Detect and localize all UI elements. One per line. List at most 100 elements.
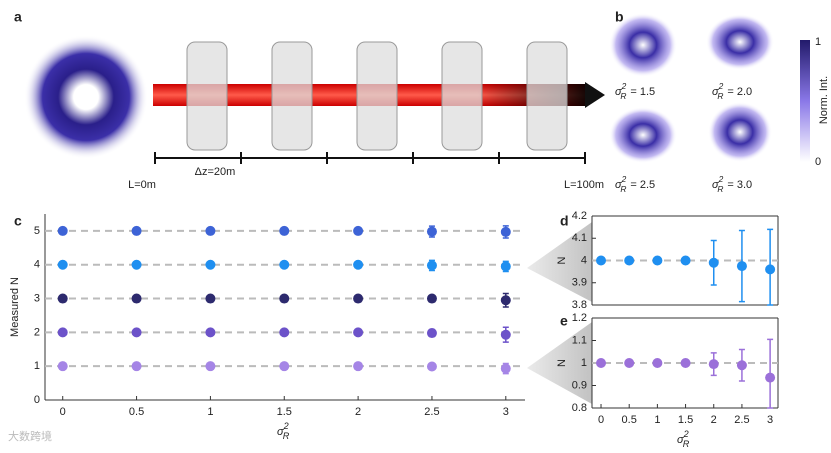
data-point: [765, 264, 776, 275]
y-tick-label: 1: [34, 360, 40, 372]
data-point: [353, 293, 364, 304]
x-tick-label: 0: [598, 414, 604, 426]
data-point: [426, 361, 437, 372]
symbol: σ: [677, 434, 684, 446]
symbol: σ: [712, 179, 719, 191]
panel-label: d: [560, 213, 569, 229]
value: = 2.5: [630, 179, 655, 191]
data-point: [652, 255, 663, 266]
y-tick-label: 4.2: [572, 210, 587, 222]
value: = 3.0: [727, 179, 752, 191]
intensity-map: [609, 13, 677, 77]
data-point: [205, 293, 216, 304]
superscript: 2: [621, 81, 627, 91]
x-tick-label: 1.5: [277, 406, 292, 418]
data-point: [624, 358, 635, 368]
data-point: [353, 259, 364, 270]
data-point: [279, 327, 290, 338]
data-point: [57, 327, 68, 338]
step-label: Δz=20m: [195, 166, 236, 178]
data-point: [279, 293, 290, 304]
turbulence-screens: [186, 41, 568, 151]
data-point: [205, 361, 216, 372]
y-tick-label: 3: [34, 292, 40, 304]
data-point: [279, 225, 290, 236]
x-tick-label: 0: [60, 406, 66, 418]
superscript: 2: [683, 429, 689, 439]
start-label: L=0m: [128, 179, 156, 191]
data-point: [426, 328, 437, 339]
subscript: R: [620, 184, 626, 194]
data-point: [57, 361, 68, 372]
subscript: R: [283, 431, 290, 441]
data-point: [279, 259, 290, 270]
data-point: [57, 293, 68, 304]
arrow: [585, 82, 605, 108]
data-point: [500, 261, 511, 272]
x-tick-label: 1: [207, 406, 213, 418]
sigma-label: σ2 R = 1.5: [615, 81, 655, 101]
data-point: [57, 259, 68, 270]
superscript: 2: [718, 81, 724, 91]
watermark: 大数跨境: [8, 429, 52, 443]
vortex-beam: [24, 35, 148, 159]
subscript: R: [717, 91, 723, 101]
sigma-label: σ2 R: [277, 421, 290, 441]
data-point: [500, 329, 511, 340]
x-tick-label: 2: [355, 406, 361, 418]
symbol: σ: [615, 179, 622, 191]
x-tick-label: 2.5: [734, 414, 749, 426]
colorbar-max: 1: [815, 36, 821, 48]
y-tick-label: 1.2: [572, 312, 587, 324]
y-axis-label: Measured N: [9, 277, 21, 337]
y-tick-label: 4.1: [572, 232, 587, 244]
x-tick-label: 2.5: [424, 406, 439, 418]
zoom-wedge: [527, 322, 592, 404]
data-point: [596, 358, 607, 368]
colorbar: [800, 40, 810, 162]
y-tick-label: 3.9: [572, 277, 587, 289]
data-point: [708, 257, 719, 268]
y-tick-label: 4: [581, 254, 587, 266]
x-tick-label: 3: [503, 406, 509, 418]
panel-label: e: [560, 313, 568, 329]
data-point: [500, 363, 511, 374]
x-tick-label: 3: [767, 414, 773, 426]
data-point: [680, 358, 691, 368]
panel-label: a: [14, 9, 22, 25]
data-point: [279, 361, 290, 372]
data-point: [426, 293, 437, 304]
superscript: 2: [621, 174, 627, 184]
x-tick-label: 1: [654, 414, 660, 426]
zoom-wedge: [527, 222, 592, 302]
data-point: [708, 359, 719, 370]
intensity-map: [609, 107, 677, 163]
y-tick-label: 3.8: [572, 299, 587, 311]
x-tick-label: 1.5: [678, 414, 693, 426]
data-point: [131, 293, 142, 304]
sigma-label: σ2 R = 3.0: [712, 174, 752, 194]
data-point: [57, 225, 68, 236]
data-point: [131, 259, 142, 270]
data-point: [624, 255, 635, 266]
data-point: [353, 327, 364, 338]
y-tick-label: 2: [34, 326, 40, 338]
data-point: [500, 295, 511, 306]
data-point: [652, 358, 663, 368]
value: = 1.5: [630, 86, 655, 98]
symbol: σ: [615, 86, 622, 98]
data-point: [426, 226, 437, 237]
diagram: Δz=20m L=0m L=100m: [24, 35, 605, 191]
value: = 2.0: [727, 86, 752, 98]
data-point: [353, 361, 364, 372]
symbol: σ: [712, 86, 719, 98]
panel-label: b: [615, 9, 624, 25]
intensity-maps: 1 0 Norm. Int.: [609, 13, 830, 168]
x-tick-label: 0.5: [622, 414, 637, 426]
x-tick-label: 0.5: [129, 406, 144, 418]
superscript: 2: [718, 174, 724, 184]
y-tick-label: 0: [34, 394, 40, 406]
subscript: R: [717, 184, 723, 194]
data-point: [131, 327, 142, 338]
